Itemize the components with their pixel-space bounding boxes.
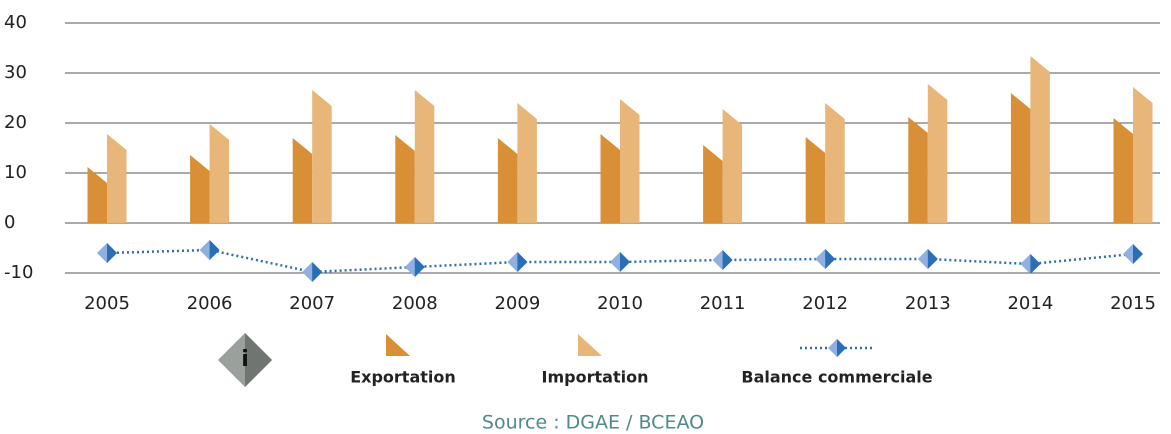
bar [722,109,743,223]
x-tick-label: 2010 [597,293,643,314]
legend-marker [828,339,846,357]
y-tick-label: -10 [4,262,33,283]
legend-swatch [578,334,602,356]
bar [805,137,826,223]
x-tick-label: 2011 [700,293,746,314]
marker [97,243,117,263]
bar [292,138,313,223]
bar [1133,87,1153,223]
marker [917,249,938,269]
legend-label: Importation [542,368,649,387]
y-tick-label: 20 [4,112,27,133]
marker [1123,244,1143,264]
bar [927,84,948,223]
marker [302,262,323,282]
bar [620,99,640,223]
bar [414,90,435,223]
bar [600,134,620,223]
svg-text:i: i [241,347,249,372]
bar [395,135,415,223]
bar [497,138,518,223]
x-tick-label: 2005 [84,293,130,314]
legend-label: Balance commerciale [741,368,932,387]
legend-label: Exportation [350,368,456,387]
y-tick-label: 40 [4,12,27,33]
bar [703,145,723,223]
bar [1030,56,1050,223]
marker [815,249,836,269]
y-tick-label: 0 [4,212,15,233]
bar [825,103,845,223]
bar [908,117,928,223]
source: Source : DGAE / BCEAO [482,412,704,434]
x-tick-label: 2008 [392,293,438,314]
marker [507,252,528,272]
bar [1113,118,1133,223]
bar [87,167,107,223]
y-tick-label: 30 [4,62,27,83]
bar [517,103,537,223]
bar [209,124,230,223]
x-tick-label: 2006 [187,293,233,314]
bar [107,134,127,223]
marker [404,257,425,277]
marker [610,252,630,272]
marker [712,250,733,270]
x-tick-label: 2014 [1007,293,1053,314]
bar [1010,93,1031,223]
y-tick-label: 10 [4,162,27,183]
info-icon: i [218,333,272,387]
x-tick-label: 2013 [905,293,951,314]
x-tick-label: 2007 [289,293,335,314]
marker [1020,254,1041,274]
marker [199,240,220,260]
bar [190,155,210,223]
x-tick-label: 2009 [494,293,540,314]
bar [312,90,332,223]
x-tick-label: 2012 [802,293,848,314]
legend-swatch [386,334,410,356]
x-tick-label: 2015 [1110,293,1156,314]
